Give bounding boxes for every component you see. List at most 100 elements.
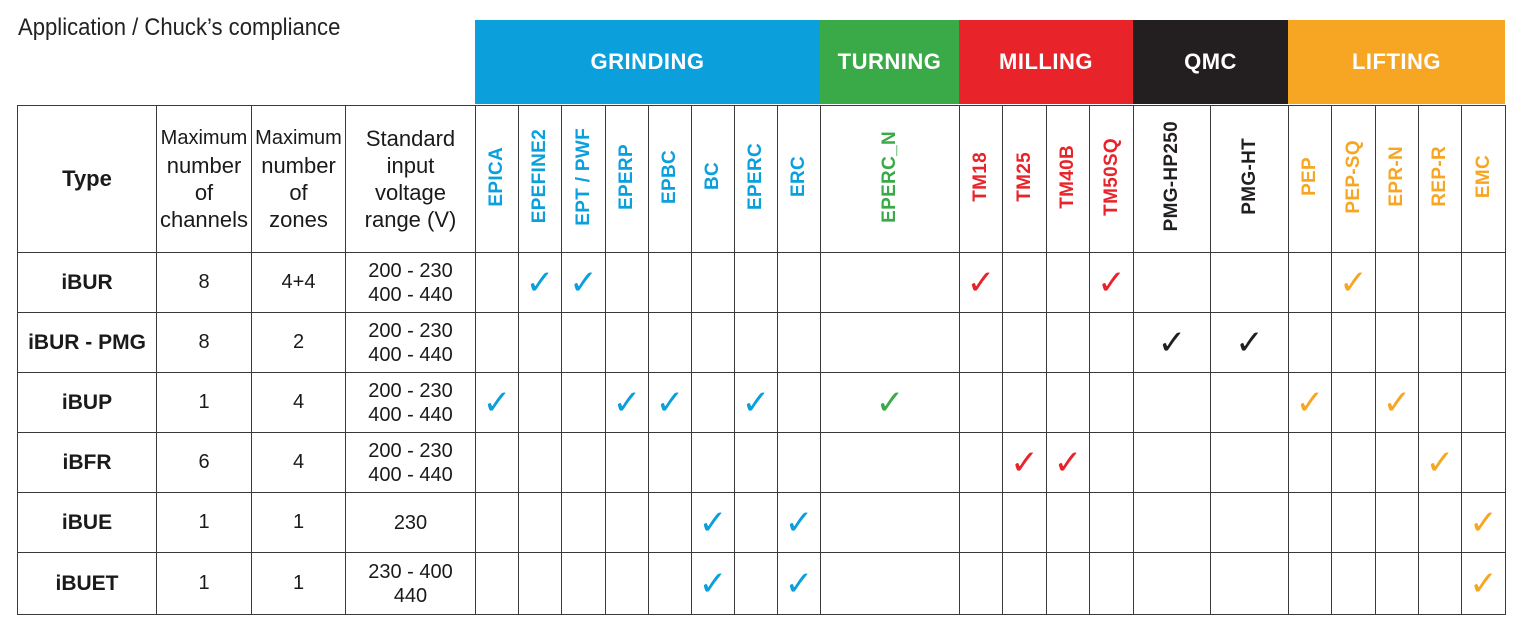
compliance-cell: [777, 372, 821, 433]
zones-cell: 4+4: [251, 252, 346, 313]
voltage-line: 230 - 400: [368, 560, 453, 583]
compliance-cell: [1288, 312, 1332, 373]
compliance-cell: [820, 492, 960, 553]
compliance-cell: [1046, 312, 1090, 373]
compliance-cell: [561, 312, 606, 373]
compliance-cell: [518, 492, 562, 553]
compliance-cell: [475, 432, 519, 493]
checkmark-icon: ✓: [698, 563, 728, 604]
channels-cell: 1: [156, 372, 252, 433]
checkmark-icon: ✓: [1097, 262, 1126, 303]
compliance-cell: [1418, 312, 1462, 373]
compliance-cell: [1210, 492, 1289, 553]
checkmark-icon: ✓: [741, 382, 771, 423]
type-header: Type: [17, 105, 157, 253]
compliance-cell: [1331, 372, 1376, 433]
compliance-cell: [1002, 492, 1047, 553]
compliance-table: Type Maximum number of channels Maximum numb…: [17, 105, 1506, 615]
category-band-milling: MILLING: [959, 20, 1133, 104]
compliance-cell: ✓: [1331, 252, 1376, 313]
compliance-cell: [1210, 252, 1289, 313]
voltage-header: Standard input voltage range (V): [345, 105, 476, 253]
table-row: iBUET 1 1 230 - 400 440 ✓ ✓ ✓: [17, 552, 1506, 615]
app-label: TM40B: [1057, 144, 1078, 209]
app-header-tm40b: TM40B: [1046, 105, 1090, 253]
compliance-cell: [820, 252, 960, 313]
compliance-cell: [561, 552, 606, 615]
compliance-cell: [959, 552, 1003, 615]
voltage-line: 400 - 440: [368, 463, 453, 486]
compliance-cell: [648, 312, 692, 373]
compliance-cell: [605, 252, 649, 313]
category-band-lifting: LIFTING: [1288, 20, 1505, 104]
compliance-cell: [1046, 372, 1090, 433]
compliance-cell: ✓: [691, 552, 735, 615]
app-header-epr-n: EPR-N: [1375, 105, 1419, 253]
checkmark-icon: ✓: [1469, 563, 1498, 604]
voltage-line: 230: [393, 511, 428, 534]
channels-cell: 1: [156, 492, 252, 553]
channels-cell: 8: [156, 252, 252, 313]
app-header-tm18: TM18: [959, 105, 1003, 253]
app-label: PEP-SQ: [1342, 139, 1364, 214]
checkmark-icon: ✓: [698, 502, 728, 543]
compliance-cell: [734, 432, 778, 493]
type-cell: iBUE: [17, 492, 157, 553]
compliance-cell: [475, 492, 519, 553]
page-title: Application / Chuck’s compliance: [18, 14, 341, 41]
compliance-cell: [648, 492, 692, 553]
compliance-cell: [734, 312, 778, 373]
compliance-cell: [1418, 552, 1462, 615]
compliance-cell: [561, 372, 606, 433]
app-label: PEP: [1299, 157, 1320, 196]
app-header-tm50sq: TM50SQ: [1089, 105, 1134, 253]
voltage-line: 400 - 440: [368, 343, 453, 366]
compliance-cell: [1210, 372, 1289, 433]
compliance-cell: [1089, 372, 1134, 433]
compliance-cell: ✓: [1461, 492, 1506, 553]
compliance-cell: [1461, 252, 1506, 313]
compliance-cell: [959, 492, 1003, 553]
app-header-erc: ERC: [777, 105, 821, 253]
table-row: iBUP 1 4 200 - 230 400 - 440 ✓ ✓ ✓ ✓ ✓ ✓ ✓: [17, 372, 1506, 433]
compliance-cell: [1089, 312, 1134, 373]
checkmark-icon: ✓: [1053, 442, 1083, 483]
compliance-cell: [734, 252, 778, 313]
compliance-cell: [518, 552, 562, 615]
compliance-cell: [1288, 252, 1332, 313]
compliance-cell: [648, 432, 692, 493]
zones-cell: 1: [251, 552, 346, 615]
checkmark-icon: ✓: [569, 262, 598, 303]
compliance-cell: [1375, 552, 1419, 615]
compliance-cell: [734, 552, 778, 615]
compliance-cell: [1331, 312, 1376, 373]
compliance-cell: [959, 432, 1003, 493]
app-header-pep: PEP: [1288, 105, 1332, 253]
compliance-cell: [605, 312, 649, 373]
compliance-cell: [605, 432, 649, 493]
category-band-qmc: QMC: [1133, 20, 1288, 104]
app-header-eperc-n: EPERC_N: [820, 105, 960, 253]
table-row: iBFR 6 4 200 - 230 400 - 440 ✓ ✓ ✓: [17, 432, 1506, 493]
voltage-cell: 200 - 230 400 - 440: [345, 312, 476, 373]
compliance-cell: ✓: [1133, 312, 1211, 373]
app-label: EPT / PWF: [572, 127, 594, 226]
compliance-cell: ✓: [1046, 432, 1090, 493]
compliance-cell: [1288, 492, 1332, 553]
app-header-epica: EPICA: [475, 105, 519, 253]
compliance-cell: [820, 432, 960, 493]
checkmark-icon: ✓: [1382, 382, 1412, 423]
voltage-line: 400 - 440: [368, 403, 453, 426]
app-label: EPERP: [616, 143, 637, 210]
compliance-cell: [691, 312, 735, 373]
compliance-cell: ✓: [1461, 552, 1506, 615]
app-header-pep-sq: PEP-SQ: [1331, 105, 1376, 253]
compliance-cell: [1210, 432, 1289, 493]
compliance-cell: [1002, 312, 1047, 373]
voltage-line: 200 - 230: [368, 379, 453, 402]
checkmark-icon: ✓: [1157, 322, 1187, 363]
compliance-cell: [1375, 312, 1419, 373]
compliance-cell: [1133, 252, 1211, 313]
app-header-eperc: EPERC: [734, 105, 778, 253]
checkmark-icon: ✓: [1295, 382, 1325, 423]
